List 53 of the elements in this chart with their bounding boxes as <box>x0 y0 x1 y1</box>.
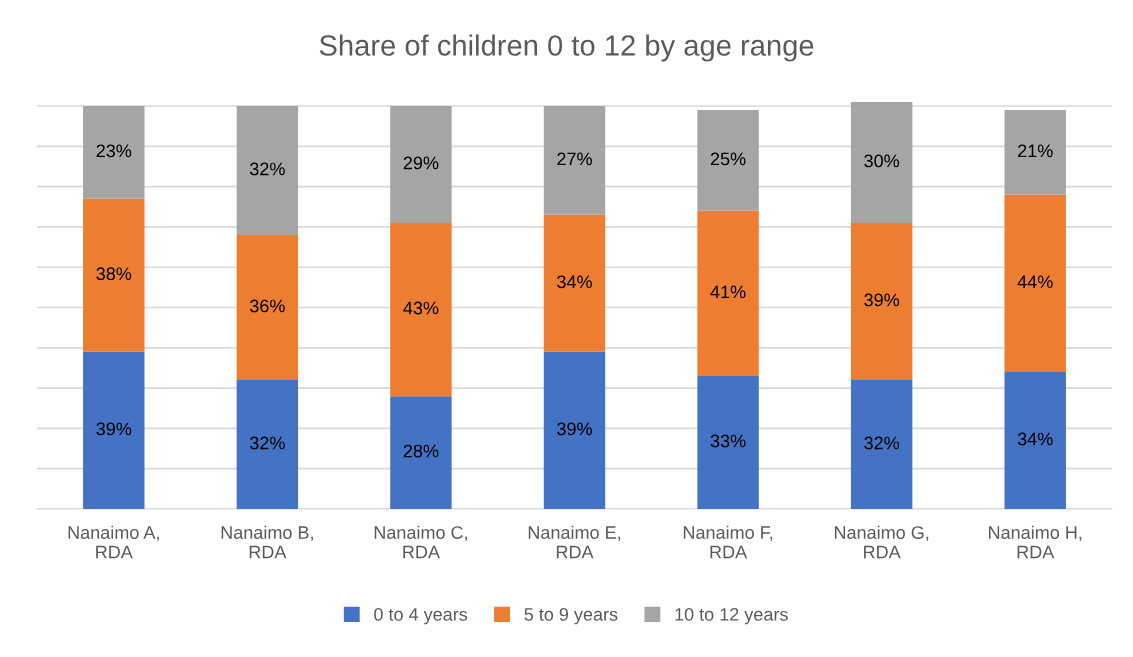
bar <box>1004 110 1066 195</box>
data-label: 39% <box>864 293 900 307</box>
chart-title: Share of children 0 to 12 by age range <box>319 34 814 62</box>
bar <box>697 110 759 211</box>
bar <box>543 214 606 352</box>
bar <box>697 210 759 377</box>
data-label: 43% <box>403 301 439 315</box>
bar <box>236 234 299 381</box>
bar <box>1004 371 1066 509</box>
data-label: 44% <box>1017 275 1053 289</box>
bar <box>390 106 452 223</box>
data-label: 41% <box>710 285 746 299</box>
x-tick-label: Nanaimo G, RDA <box>834 525 929 559</box>
bar <box>83 198 145 352</box>
data-label: 32% <box>249 436 285 450</box>
x-tick-label: Nanaimo E, RDA <box>528 525 621 559</box>
data-label: 25% <box>710 152 746 166</box>
x-tick-label: Nanaimo B, RDA <box>221 525 313 559</box>
bar <box>236 380 299 509</box>
x-tick-label: Nanaimo H, RDA <box>989 525 1082 559</box>
bar <box>543 106 606 215</box>
data-label: 27% <box>557 152 592 166</box>
x-tick-label: Nanaimo C, RDA <box>374 525 467 559</box>
bar <box>390 396 452 509</box>
data-label: 33% <box>710 434 746 448</box>
data-label: 28% <box>403 444 439 458</box>
data-label: 23% <box>96 144 132 158</box>
data-label: 21% <box>1018 144 1053 158</box>
x-tick-label: Nanaimo A, RDA <box>68 525 159 559</box>
data-label: 29% <box>403 156 439 170</box>
x-tick-label: Nanaimo F, RDA <box>683 525 773 559</box>
bar <box>850 102 913 223</box>
legend-label: 5 to 9 years <box>524 607 618 625</box>
bar <box>850 380 913 509</box>
data-label: 38% <box>96 267 132 281</box>
data-label: 36% <box>249 299 285 313</box>
bar <box>1004 194 1066 372</box>
bar <box>83 106 145 199</box>
bar <box>236 106 299 235</box>
bar <box>543 351 606 509</box>
data-label: 34% <box>1017 432 1053 446</box>
bar <box>850 222 913 381</box>
bar <box>697 376 759 509</box>
data-label: 34% <box>557 275 592 289</box>
data-label: 32% <box>864 436 900 450</box>
bar <box>390 222 452 397</box>
data-label: 39% <box>96 422 132 436</box>
data-label: 39% <box>557 422 592 436</box>
data-label: 32% <box>249 162 285 176</box>
legend-label: 0 to 4 years <box>374 607 468 625</box>
legend-label: 10 to 12 years <box>675 607 788 625</box>
bar <box>83 351 145 509</box>
data-label: 30% <box>864 154 900 168</box>
